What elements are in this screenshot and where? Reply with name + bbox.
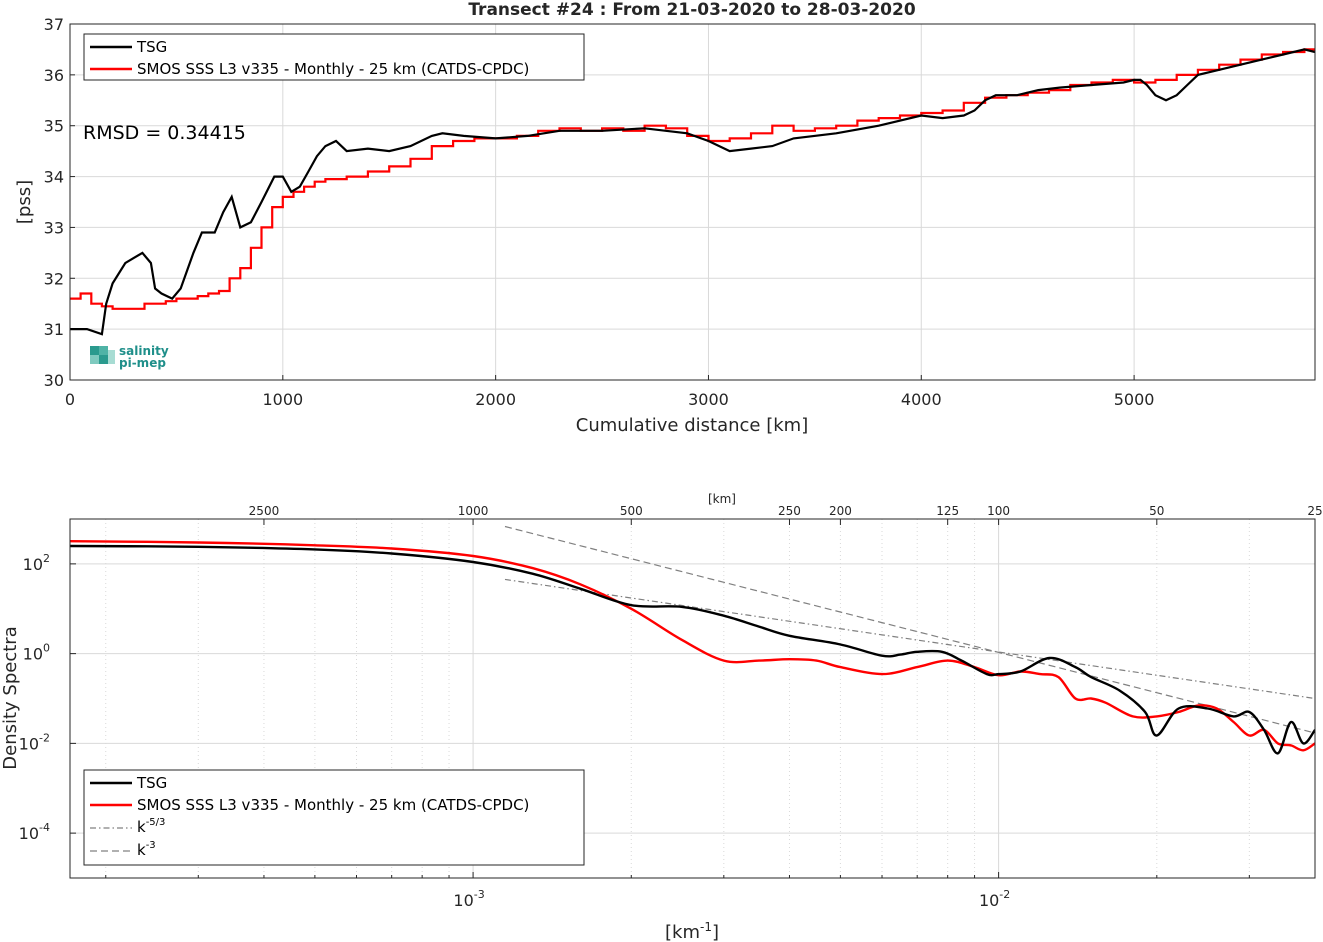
- top-y-tick-label: 34: [44, 168, 64, 187]
- top-x-tick-label: 1000: [262, 390, 303, 409]
- top-km-tick-label: 500: [620, 504, 643, 518]
- chart-title: Transect #24 : From 21-03-2020 to 28-03-…: [468, 0, 916, 20]
- legend-smos-label: SMOS SSS L3 v335 - Monthly - 25 km (CATD…: [137, 60, 529, 78]
- bottom-x-axis-label: [km-1]: [665, 920, 719, 942]
- bottom-y-axis-label: Density Spectra: [0, 626, 21, 769]
- top-y-axis-label: [pss]: [14, 180, 35, 224]
- top-km-tick-label: 250: [778, 504, 801, 518]
- svg-text:pi-mep: pi-mep: [119, 356, 166, 370]
- top-y-tick-label: 31: [44, 320, 64, 339]
- bottom-k3-reference-line: [504, 525, 1315, 734]
- salinity-pi-mep-logo: salinity pi-mep: [90, 344, 169, 370]
- top-x-tick-label: 4000: [901, 390, 942, 409]
- legend2-tsg-label: TSG: [136, 774, 167, 792]
- top-plot-lines: [70, 48, 1315, 336]
- top-y-tick-label: 33: [44, 218, 64, 237]
- bottom-tsg-spectrum: [70, 544, 1315, 755]
- legend-k53-label: k-5/3: [137, 817, 165, 836]
- svg-text:salinity: salinity: [119, 344, 169, 358]
- top-tsg-line: [70, 48, 1315, 336]
- legend-k3-label: k-3: [137, 840, 156, 859]
- top-tick-labels: 0 1000 2000 3000 4000 5000 30 31 32 33 34 35 36 37: [44, 15, 1155, 409]
- top-km-axis-label: [km]: [708, 492, 736, 506]
- legend2-smos-label: SMOS SSS L3 v335 - Monthly - 25 km (CATD…: [137, 796, 529, 814]
- top-axes-frame: [69, 23, 1316, 381]
- top-km-tick-label: 125: [936, 504, 959, 518]
- top-km-tick-label: 50: [1149, 504, 1164, 518]
- top-legend: TSG SMOS SSS L3 v335 - Monthly - 25 km (…: [83, 33, 585, 81]
- bottom-axes-frame: [69, 518, 1316, 879]
- top-x-tick-label: 3000: [688, 390, 729, 409]
- top-km-tick-label: 1000: [458, 504, 489, 518]
- top-x-tick-label: 2000: [475, 390, 516, 409]
- legend-tsg-label: TSG: [136, 38, 167, 56]
- top-x-axis-label: Cumulative distance [km]: [576, 415, 808, 436]
- bottom-smos-spectrum: [70, 540, 1315, 752]
- top-y-tick-label: 37: [44, 15, 64, 34]
- top-y-tick-label: 35: [44, 117, 64, 136]
- top-km-tick-label: 100: [987, 504, 1010, 518]
- top-km-tick-label: 25: [1307, 504, 1322, 518]
- top-km-tick-label: 200: [829, 504, 852, 518]
- bottom-legend: TSG SMOS SSS L3 v335 - Monthly - 25 km (…: [83, 769, 585, 866]
- top-y-tick-label: 32: [44, 269, 64, 288]
- top-x-tick-label: 0: [65, 390, 75, 409]
- top-y-tick-label: 36: [44, 66, 64, 85]
- top-y-tick-label: 30: [44, 371, 64, 390]
- bottom-plot-lines: [70, 525, 1315, 755]
- top-km-tick-label: 2500: [249, 504, 280, 518]
- bottom-k53-reference-line: [504, 578, 1315, 700]
- top-x-tick-label: 5000: [1114, 390, 1155, 409]
- rmsd-label: RMSD = 0.34415: [83, 122, 246, 144]
